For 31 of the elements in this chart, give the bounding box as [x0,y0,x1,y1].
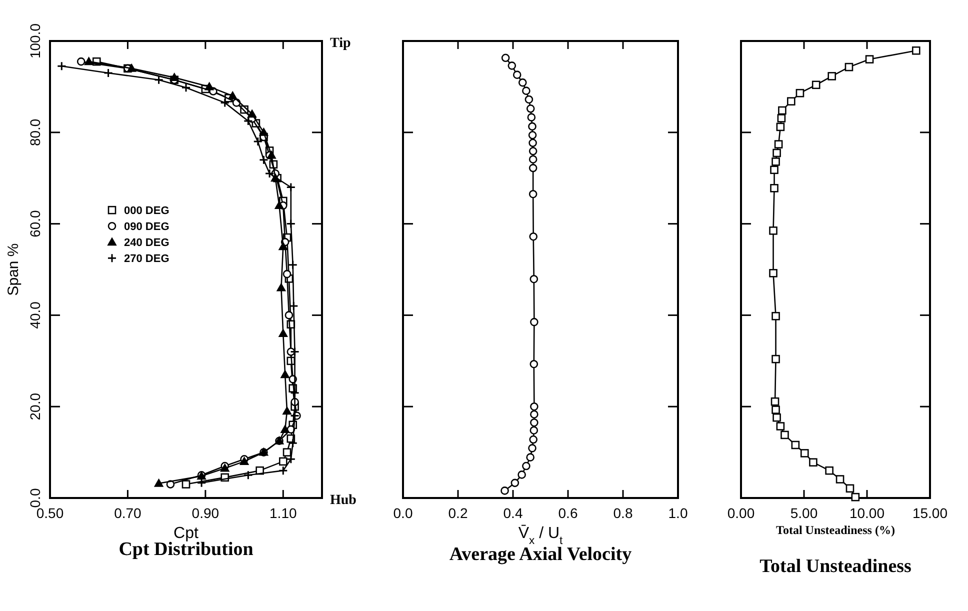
legend-label: 000 DEG [124,205,170,218]
y-tick-label: 80.0 [27,118,43,146]
text: Total Unsteadiness [760,556,912,577]
text: Average Axial Velocity [449,544,632,565]
x-tick-label: 0.6 [558,505,578,521]
x-tick-label: 0.2 [448,505,468,521]
x-tick-label: 1.10 [270,505,297,521]
legend-label: 090 DEG [124,221,170,234]
y-tick-label: 40.0 [27,301,43,329]
x-axis-title: V̄$_{x}$ / U$_{t}$ [518,524,564,547]
x-tick-label: 0.4 [503,505,523,521]
y-tick-label: 100.0 [27,23,43,59]
x-tick-label: 0.70 [114,505,142,521]
y-tick-label: 20.0 [27,392,43,420]
x-tick-label: 10.00 [849,505,885,521]
legend-label: 240 DEG [124,237,170,250]
legend-label: 270 DEG [124,253,170,266]
text: Hub [330,493,357,508]
x-axis-title: Cpt [174,525,199,542]
y-tick-label: 0.0 [27,488,43,508]
x-tick-label: 1.0 [668,505,688,521]
x-axis-title: Total Unsteadiness (%) [776,523,895,537]
y-axis-title: Span % [5,243,22,296]
x-tick-label: 0.0 [393,505,413,521]
x-tick-label: 0.90 [192,505,220,521]
x-tick-label: 0.00 [727,505,755,521]
x-tick-label: 15.00 [912,505,948,521]
x-tick-label: 0.8 [613,505,633,521]
text: Tip [330,36,351,51]
x-tick-label: 5.00 [790,505,818,521]
y-tick-label: 60.0 [27,210,43,238]
